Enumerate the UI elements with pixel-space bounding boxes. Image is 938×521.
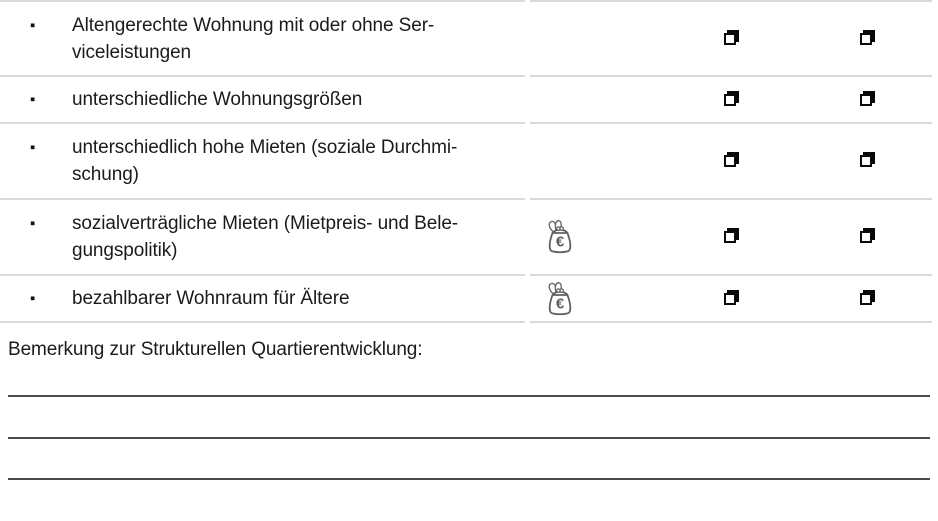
svg-text:€: € [556,295,565,312]
criteria-text-cell: ▪ Altengerechte Wohnung mit oder ohne Se… [0,0,525,77]
coin-purse-euro-icon: € [548,281,572,315]
answer-cells [530,77,932,124]
remark-writing-line[interactable] [8,478,930,480]
criteria-text-cell: ▪ unterschiedliche Wohnungsgrößen [0,77,525,124]
bullet-square-icon: ▪ [30,290,36,307]
empty-checkbox[interactable] [860,292,872,305]
bullet-square-icon: ▪ [30,215,36,232]
empty-checkbox[interactable] [860,155,872,167]
checkbox-cell-1 [660,276,800,321]
housing-criteria-table: ▪ Altengerechte Wohnung mit oder ohne Se… [0,0,938,323]
answer-cells: € [530,200,932,276]
remark-label: Bemerkung zur Strukturellen Quartierentw… [8,339,423,360]
svg-text:€: € [556,234,565,251]
cost-icon-cell [530,2,660,75]
empty-checkbox[interactable] [724,93,736,106]
checkbox-cell-1 [660,124,800,198]
checkbox-cell-2 [800,124,932,198]
cost-icon-cell: € [530,200,660,274]
remark-writing-line[interactable] [8,437,930,439]
checkbox-cell-2 [800,276,932,321]
checkbox-cell-2 [800,77,932,122]
answer-cells [530,0,932,77]
bullet-square-icon: ▪ [30,91,36,108]
table-row: ▪ Altengerechte Wohnung mit oder ohne Se… [0,0,938,77]
empty-checkbox[interactable] [860,231,872,243]
remark-section: Bemerkung zur Strukturellen Quartierentw… [0,323,938,521]
cost-icon-cell [530,124,660,198]
criteria-label: sozialverträgliche Mieten (Mietpreis- un… [72,213,459,261]
answer-cells [530,124,932,200]
bullet-square-icon: ▪ [30,139,36,156]
criteria-text-cell: ▪ bezahlbarer Wohnraum für Ältere [0,276,525,323]
answer-cells: € [530,276,932,323]
empty-checkbox[interactable] [724,292,736,305]
table-row: ▪ unterschiedlich hohe Mieten (soziale D… [0,124,938,200]
table-row: ▪ sozialverträgliche Mieten (Mietpreis- … [0,200,938,276]
criteria-text-cell: ▪ sozialverträgliche Mieten (Mietpreis- … [0,200,525,276]
checkbox-cell-1 [660,200,800,274]
criteria-label: Altengerechte Wohnung mit oder ohne Ser-… [72,14,435,63]
cost-icon-cell: € [530,276,660,321]
table-row: ▪ bezahlbarer Wohnraum für Ältere € [0,276,938,323]
checkbox-cell-2 [800,2,932,75]
criteria-label: unterschiedliche Wohnungsgrößen [72,89,363,110]
criteria-label: bezahlbarer Wohnraum für Ältere [72,288,350,309]
checkbox-cell-1 [660,2,800,75]
empty-checkbox[interactable] [724,155,736,167]
empty-checkbox[interactable] [860,32,872,45]
checkbox-cell-2 [800,200,932,274]
checkbox-cell-1 [660,77,800,122]
empty-checkbox[interactable] [724,231,736,243]
empty-checkbox[interactable] [724,32,736,45]
remark-writing-line[interactable] [8,395,930,397]
coin-purse-euro-icon: € [548,220,572,254]
table-row: ▪ unterschiedliche Wohnungsgrößen [0,77,938,124]
bullet-square-icon: ▪ [30,16,36,34]
criteria-text-cell: ▪ unterschiedlich hohe Mieten (soziale D… [0,124,525,200]
empty-checkbox[interactable] [860,93,872,106]
cost-icon-cell [530,77,660,122]
criteria-label: unterschiedlich hohe Mieten (soziale Dur… [72,137,458,185]
